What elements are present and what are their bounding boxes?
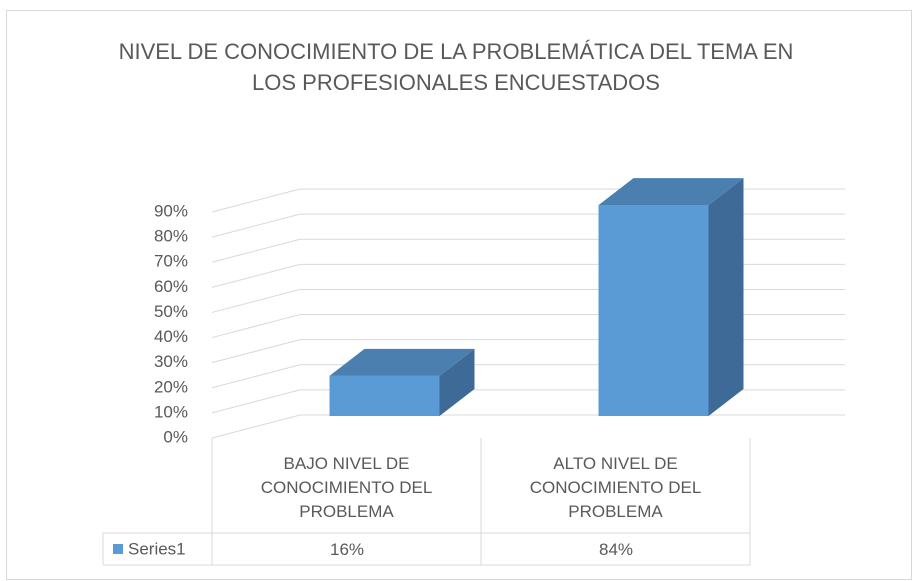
bar — [598, 205, 709, 416]
chart-title: NIVEL DE CONOCIMIENTO DE LA PROBLEMÁTICA… — [118, 39, 794, 95]
bar-top — [598, 178, 744, 206]
y-tick-label: 50% — [154, 302, 188, 321]
y-tick-label: 10% — [154, 402, 188, 421]
bar-top — [329, 348, 475, 376]
grid-line — [211, 188, 301, 213]
y-tick-label: 60% — [154, 277, 188, 296]
y-tick-label: 0% — [163, 427, 188, 446]
grid-line — [211, 288, 301, 313]
legend-label: Series1 — [128, 539, 186, 558]
y-tick-label: 30% — [154, 352, 188, 371]
value-label: 16% — [329, 540, 365, 559]
grid-line — [211, 364, 301, 389]
y-tick-label: 20% — [154, 377, 188, 396]
grid-line — [211, 238, 301, 263]
grid-line — [211, 263, 301, 288]
chart-border — [6, 10, 912, 580]
grid-line — [211, 339, 301, 364]
bar-side — [708, 178, 744, 416]
grid-line — [211, 314, 301, 339]
y-tick-label: 90% — [154, 201, 188, 220]
x-tick-label: BAJO NIVEL DE CONOCIMIENTO DEL PROBLEMA — [260, 454, 433, 521]
grid-line — [211, 414, 301, 439]
value-label: 84% — [598, 540, 634, 559]
x-tick-label: ALTO NIVEL DE CONOCIMIENTO DEL PROBLEMA — [529, 454, 702, 521]
y-tick-label: 40% — [154, 327, 188, 346]
bar-side — [439, 348, 475, 416]
y-tick-label: 80% — [154, 227, 188, 246]
legend-swatch — [113, 544, 123, 554]
bar — [329, 375, 440, 416]
y-tick-label: 70% — [154, 252, 188, 271]
grid-line — [211, 389, 301, 414]
grid-line — [211, 213, 301, 238]
